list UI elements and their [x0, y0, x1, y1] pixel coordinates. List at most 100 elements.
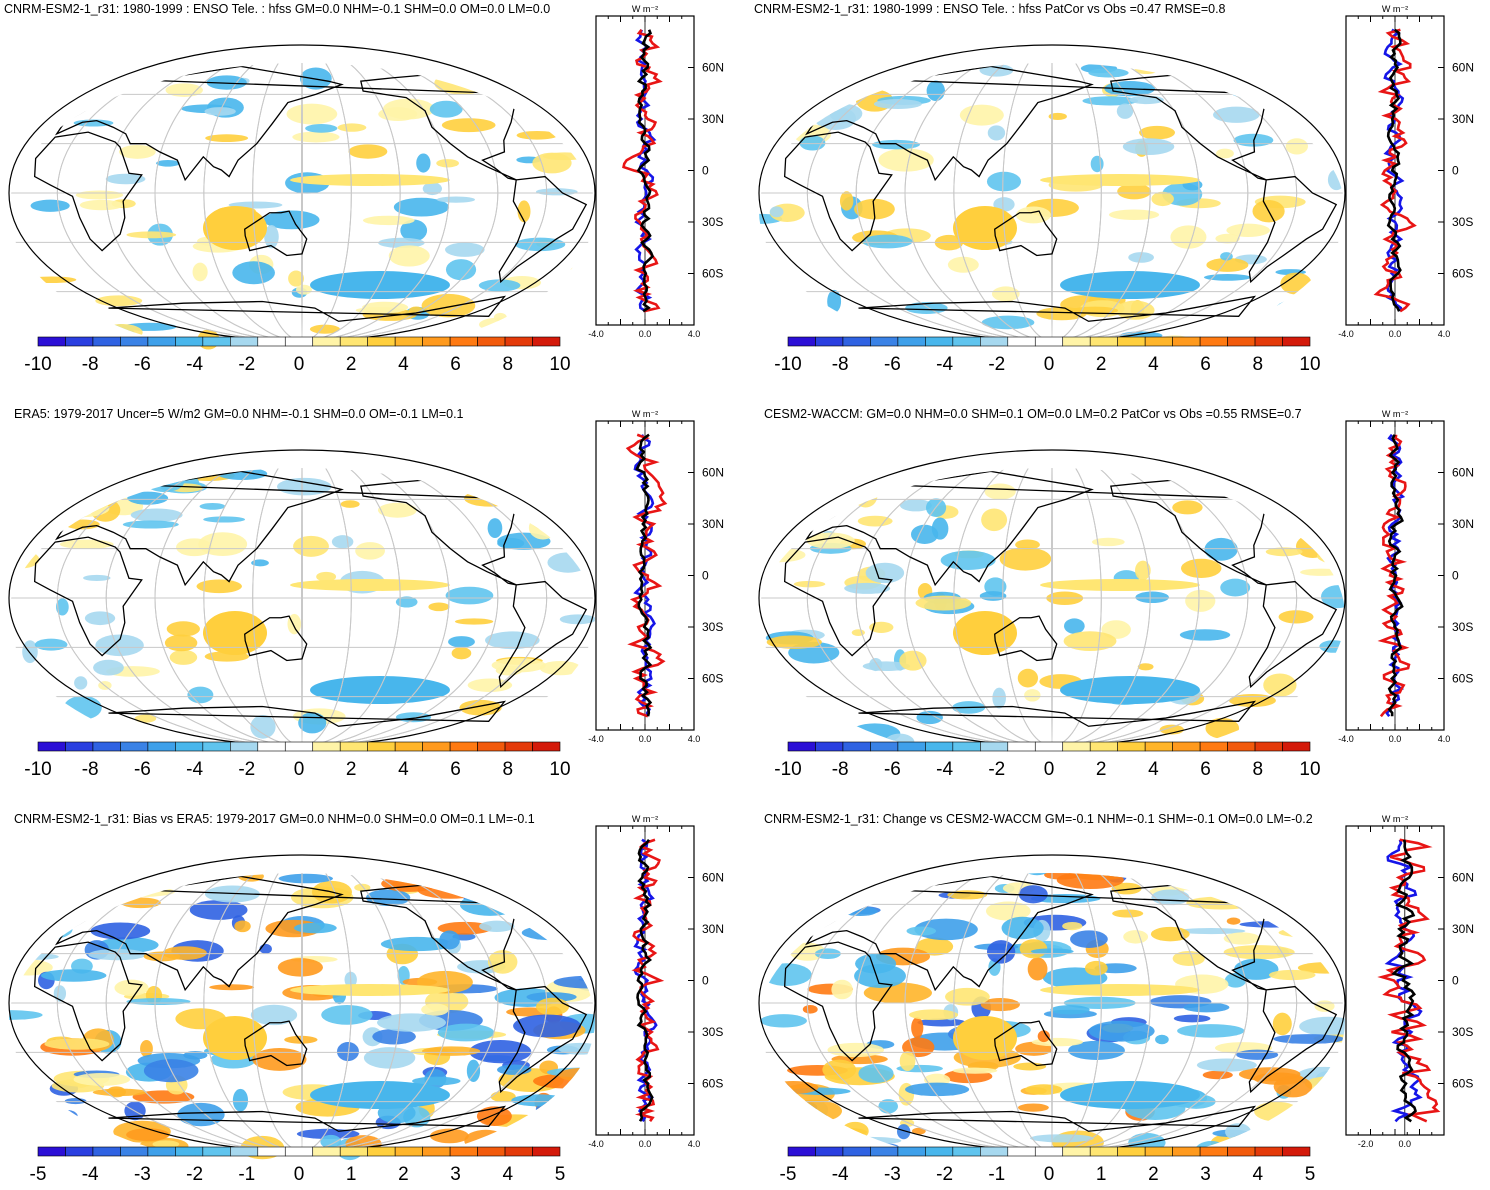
field-patch: [250, 1004, 298, 1026]
field-patch: [448, 636, 475, 648]
graticule-lon: [301, 873, 303, 1152]
colorbar-swatch: [1007, 741, 1036, 752]
field-patch: [497, 537, 525, 549]
field-patch: [378, 237, 425, 249]
lat-tick-label: 60S: [702, 672, 723, 686]
field-patch: [118, 144, 156, 159]
field-patch: [259, 943, 272, 954]
field-patch: [143, 951, 181, 962]
colorbar-tick-label: -10: [774, 354, 801, 375]
colorbar-tick-label: -4: [936, 354, 953, 375]
field-patch: [869, 621, 894, 633]
field-patch: [1135, 591, 1169, 604]
field-patch: [559, 614, 595, 625]
field-patch: [553, 975, 595, 989]
field-patch: [439, 930, 460, 950]
colorbar-swatch: [257, 336, 286, 347]
africa-outline: [33, 941, 143, 1062]
field-patch: [166, 621, 200, 637]
field-patch: [165, 83, 203, 97]
field-patch: [205, 134, 249, 142]
field-patch: [1202, 1070, 1233, 1080]
field-patch: [469, 1039, 532, 1064]
colorbar-swatch: [897, 1146, 926, 1157]
field-patch: [1180, 558, 1222, 578]
lat-tick-label: 0: [1452, 974, 1459, 988]
field-patch: [544, 852, 586, 867]
profile-red: [1377, 838, 1441, 1123]
colorbar-tick-label: 8: [1253, 759, 1264, 780]
field-patch: [445, 242, 485, 257]
field-patch: [525, 874, 543, 881]
field-patch: [1116, 103, 1134, 119]
zonal-x-tick-label: 4.0: [688, 329, 701, 339]
field-patch: [1263, 673, 1297, 697]
africa-outline: [783, 131, 893, 252]
colorbar-swatch: [37, 1146, 66, 1157]
field-patch: [9, 286, 54, 301]
field-patch: [802, 1005, 818, 1014]
colorbar-swatch: [980, 741, 1009, 752]
australia-anomaly: [953, 206, 1017, 250]
colorbar-tick-label: -6: [884, 354, 901, 375]
field-patch: [564, 63, 595, 79]
field-patch: [122, 520, 179, 529]
field-patch: [1135, 560, 1151, 581]
field-patch: [1015, 539, 1040, 550]
field-patch: [844, 582, 891, 594]
field-patch: [451, 647, 472, 660]
field-patch: [784, 888, 816, 905]
field-patch: [56, 598, 69, 616]
field-patch: [1029, 1134, 1094, 1143]
zonal-mean-plot: W m⁻² -4.0 0.0 4.0 60N 30N 0 30S 60S: [588, 4, 724, 339]
field-patch: [1064, 618, 1085, 634]
lat-tick-label: 0: [702, 569, 709, 583]
field-patch: [479, 920, 515, 932]
colorbar-tick-label: -10: [774, 759, 801, 780]
field-patch: [794, 468, 833, 488]
field-patch: [1048, 112, 1067, 121]
field-patch: [911, 1017, 924, 1039]
field-patch: [437, 1023, 495, 1042]
field-patch: [1117, 183, 1152, 200]
lat-tick-label: 60S: [702, 1077, 723, 1091]
field-patch: [388, 245, 430, 267]
field-patch: [59, 499, 110, 518]
lat-tick-label: 30S: [702, 620, 723, 634]
colorbar-swatch: [175, 741, 204, 752]
colorbar-swatch: [870, 741, 899, 752]
field-patch: [75, 473, 90, 496]
colorbar-swatch: [120, 1146, 149, 1157]
field-patch: [340, 500, 360, 508]
field-patch: [1236, 1049, 1279, 1060]
field-patch: [84, 611, 116, 626]
field-patch: [362, 215, 415, 226]
field-patch: [905, 1082, 970, 1097]
panel-1: CNRM-ESM2-1_r31: 1980-1999 : ENSO Tele. …: [0, 0, 740, 380]
field-patch: [1173, 1014, 1211, 1023]
colorbar: -5 -4 -3 -2 -1 0 1 2 3 4 5: [780, 1146, 1315, 1185]
colorbar-swatch: [1172, 1146, 1201, 1157]
colorbar-swatch: [367, 1146, 396, 1157]
field-patch: [9, 111, 43, 130]
field-patch: [278, 873, 333, 884]
field-patch: [79, 199, 124, 211]
colorbar-swatch: [842, 741, 871, 752]
colorbar-swatch: [339, 336, 368, 347]
southern-ocean-band: [1060, 271, 1200, 299]
colorbar-swatch: [449, 336, 478, 347]
field-patch: [251, 559, 269, 567]
field-patch: [849, 723, 901, 744]
field-patch: [531, 64, 563, 88]
lat-tick-label: 60S: [702, 267, 723, 281]
field-patch: [293, 922, 337, 934]
zonal-x-tick-label: 4.0: [688, 734, 701, 744]
lat-tick-label: 60N: [1452, 466, 1474, 480]
graticule-lon: [301, 468, 303, 747]
field-patch: [9, 272, 39, 295]
field-patch: [1311, 884, 1345, 906]
field-patch: [331, 535, 354, 549]
colorbar-tick-label: -3: [884, 1164, 901, 1185]
field-patch: [1177, 1024, 1245, 1038]
zonal-x-tick-label: 0.0: [639, 1139, 652, 1149]
